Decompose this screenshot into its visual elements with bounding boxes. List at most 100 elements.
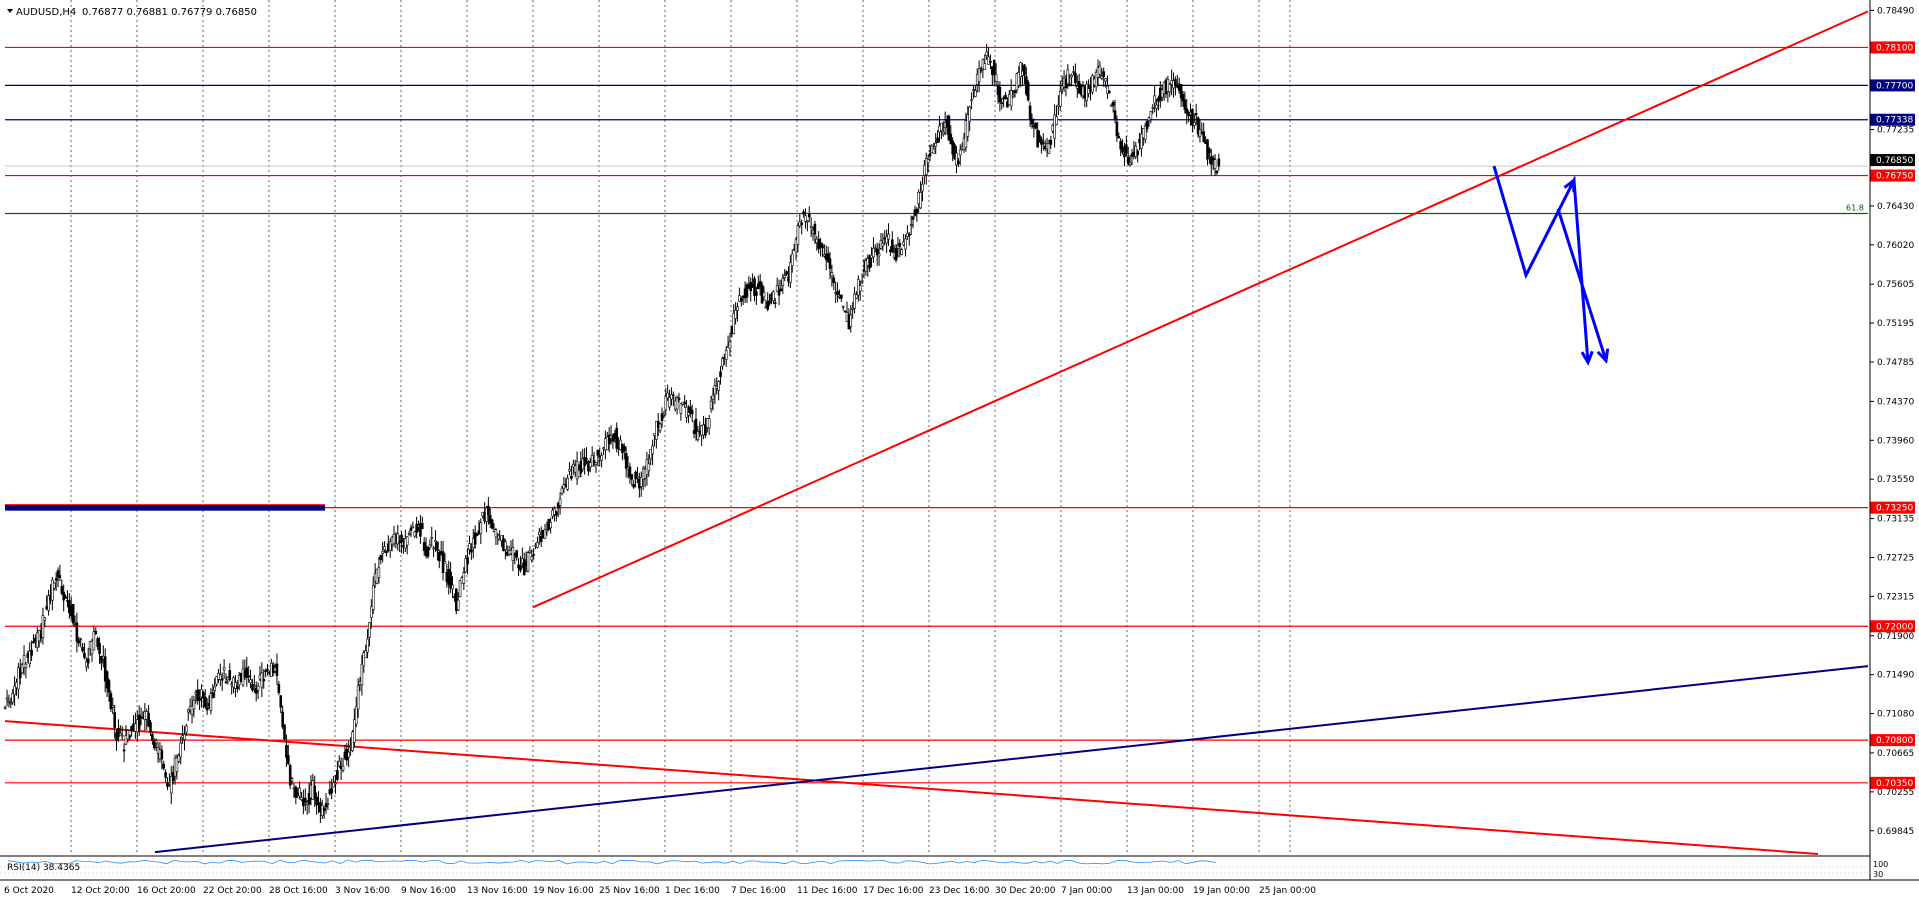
candle-body bbox=[924, 158, 928, 175]
candle-body bbox=[405, 536, 409, 546]
candle-body bbox=[334, 782, 337, 785]
arrowhead-icon bbox=[1563, 177, 1576, 193]
time-tick-label: 30 Dec 20:00 bbox=[995, 886, 1056, 896]
time-tick-label: 16 Oct 20:00 bbox=[137, 886, 196, 896]
candle-body bbox=[20, 664, 24, 674]
candle-body bbox=[1072, 71, 1075, 73]
candle-body bbox=[807, 213, 811, 218]
projection-path-alt[interactable] bbox=[1556, 208, 1608, 362]
candle-body bbox=[215, 676, 218, 685]
candle-body bbox=[436, 541, 439, 551]
candle-body bbox=[813, 223, 817, 235]
candle-body bbox=[58, 575, 62, 579]
candle-body bbox=[347, 751, 350, 758]
candle-body bbox=[632, 484, 636, 488]
candle-body bbox=[428, 544, 432, 548]
candle-body bbox=[203, 696, 207, 708]
candle-body bbox=[532, 554, 535, 556]
candle-body bbox=[634, 471, 637, 480]
candle-body bbox=[668, 397, 671, 408]
time-tick-label: 17 Dec 16:00 bbox=[863, 886, 924, 896]
downtrend-line[interactable] bbox=[4, 720, 1819, 855]
candle-body bbox=[881, 243, 885, 247]
candle-body bbox=[62, 591, 65, 601]
candle-body bbox=[979, 69, 983, 72]
candle-body bbox=[85, 661, 88, 668]
candle-body bbox=[1013, 90, 1017, 94]
candle-body bbox=[120, 734, 124, 737]
candle-body bbox=[809, 225, 813, 228]
candle-body bbox=[526, 552, 530, 572]
price-tag-label: 0.77700 bbox=[1876, 81, 1913, 91]
candle-body bbox=[392, 533, 396, 545]
candle-body bbox=[777, 290, 781, 296]
candle-body bbox=[664, 396, 668, 411]
time-tick-label: 28 Oct 16:00 bbox=[269, 886, 328, 896]
candle-body bbox=[536, 542, 539, 548]
candle-body bbox=[1087, 88, 1090, 94]
price-tag bbox=[1870, 734, 1915, 747]
rsi-subwindow[interactable]: RSI(14) 38.4365 100 30 bbox=[0, 855, 1888, 879]
candle-body bbox=[337, 760, 341, 767]
candle-body bbox=[209, 693, 213, 711]
candle-body bbox=[377, 567, 381, 578]
candle-body bbox=[298, 787, 301, 797]
candle-body bbox=[972, 89, 975, 91]
candle-body bbox=[130, 726, 133, 732]
candle-body bbox=[1019, 62, 1022, 77]
price-tick-label: 0.70255 bbox=[1877, 788, 1914, 798]
candle-body bbox=[1034, 122, 1038, 129]
candle-body bbox=[790, 253, 794, 267]
candle-body bbox=[992, 59, 996, 76]
candle-body bbox=[81, 647, 84, 652]
price-tag bbox=[1870, 41, 1915, 54]
candle-body bbox=[421, 523, 424, 530]
trend-lines[interactable] bbox=[4, 10, 1869, 855]
candle-body bbox=[781, 278, 785, 287]
candle-body bbox=[928, 153, 932, 157]
candle-body bbox=[566, 478, 569, 490]
candle-body bbox=[989, 60, 992, 63]
candle-body bbox=[17, 667, 20, 690]
candle-body bbox=[555, 511, 558, 516]
projection-arrows[interactable] bbox=[1492, 165, 1610, 366]
candle-body bbox=[409, 527, 413, 531]
candle-body bbox=[806, 220, 809, 223]
rsi-level-30: 30 bbox=[1873, 870, 1883, 879]
time-axis: 6 Oct 2020 12 Oct 20:00 16 Oct 20:00 22 Oct… bbox=[4, 886, 1316, 896]
price-tag-label: 0.76750 bbox=[1876, 172, 1913, 182]
horizontal-levels[interactable]: 0.781000.777000.773380.7675061.80.732500… bbox=[5, 41, 1915, 789]
demand-zone-bar[interactable] bbox=[5, 504, 325, 511]
candle-body bbox=[724, 350, 728, 361]
candle-body bbox=[1104, 78, 1107, 82]
candle-body bbox=[662, 413, 666, 416]
candle-body bbox=[100, 656, 103, 664]
candle-body bbox=[1023, 64, 1026, 76]
candle-body bbox=[694, 418, 698, 434]
candle-body bbox=[307, 793, 311, 805]
candle-body bbox=[1098, 65, 1102, 75]
candle-body bbox=[766, 301, 770, 310]
candle-body bbox=[666, 392, 669, 399]
candle-body bbox=[1153, 95, 1156, 104]
candle-body bbox=[860, 281, 864, 284]
candle-body bbox=[1094, 72, 1098, 87]
projection-path[interactable] bbox=[1492, 165, 1590, 363]
time-tick-label: 19 Jan 00:00 bbox=[1193, 886, 1250, 896]
blue-support-trendline[interactable] bbox=[154, 665, 1869, 854]
candle-body bbox=[479, 522, 483, 535]
candle-body bbox=[570, 475, 573, 479]
uptrend-line[interactable] bbox=[532, 10, 1869, 609]
candle-body bbox=[253, 685, 256, 688]
candle-body bbox=[419, 523, 422, 537]
candle-body bbox=[166, 782, 169, 787]
dropdown-triangle-icon[interactable] bbox=[7, 9, 13, 13]
candle-body bbox=[1053, 114, 1056, 139]
candle-body bbox=[773, 302, 777, 304]
candle-body bbox=[745, 284, 749, 298]
candle-body bbox=[1209, 156, 1213, 165]
candle-body bbox=[1017, 72, 1021, 86]
candle-body bbox=[245, 667, 249, 678]
